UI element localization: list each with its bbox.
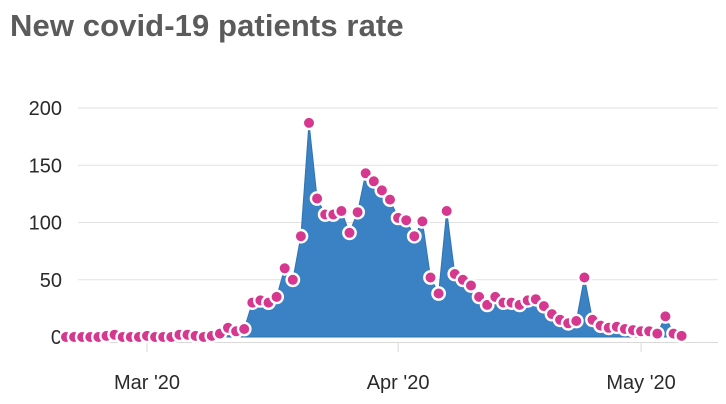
data-point xyxy=(301,115,317,131)
data-point xyxy=(406,228,422,244)
data-points xyxy=(58,115,689,345)
data-point xyxy=(285,272,301,288)
data-point xyxy=(366,173,382,189)
data-point xyxy=(333,203,349,219)
data-point xyxy=(674,328,689,344)
y-tick-label: 100 xyxy=(29,213,62,235)
data-point xyxy=(382,192,398,208)
data-point xyxy=(277,260,293,276)
x-tick-label: May '20 xyxy=(606,372,675,394)
data-point xyxy=(398,212,414,228)
y-axis: 0 50 100 150 200 xyxy=(29,98,62,349)
area-fill xyxy=(65,122,683,338)
data-point xyxy=(342,225,357,241)
chart-title: New covid-19 patients rate xyxy=(10,8,404,43)
x-axis: Mar '20 Apr '20 May '20 xyxy=(78,342,718,394)
data-point xyxy=(649,326,665,341)
data-point xyxy=(374,182,390,198)
data-point xyxy=(568,313,584,329)
data-point xyxy=(463,278,479,293)
data-point xyxy=(309,191,325,206)
data-point xyxy=(269,289,284,305)
data-point xyxy=(293,228,309,244)
data-point xyxy=(439,203,455,219)
data-point xyxy=(414,213,430,229)
data-point xyxy=(431,286,446,301)
area-series xyxy=(65,122,683,338)
y-tick-label: 0 xyxy=(51,327,62,349)
y-tick-label: 50 xyxy=(40,270,62,292)
x-tick-label: Mar '20 xyxy=(114,372,180,394)
data-point xyxy=(658,308,673,324)
data-point xyxy=(350,204,365,220)
data-point xyxy=(423,270,438,285)
data-point xyxy=(577,270,592,285)
y-tick-label: 150 xyxy=(29,155,62,177)
y-tick-label: 200 xyxy=(29,98,62,120)
data-point xyxy=(236,321,252,337)
x-tick-label: Apr '20 xyxy=(367,372,430,394)
